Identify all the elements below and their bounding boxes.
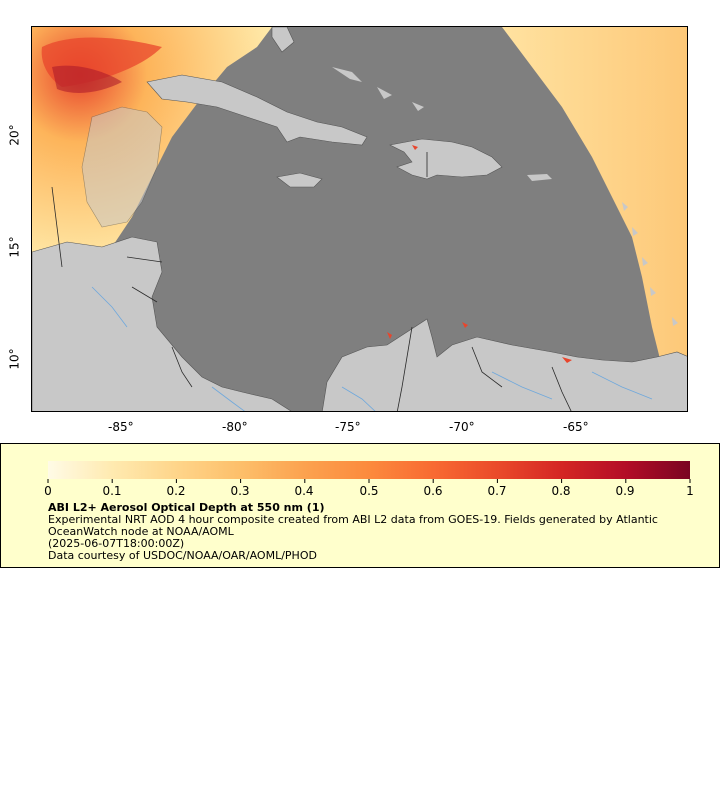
colorbar-tick-label-0.5: 0.5: [359, 484, 379, 498]
x-tick-label-minus75: -75°: [335, 420, 361, 434]
land-cuba: [146, 74, 368, 146]
land-puerto-rico: [527, 174, 552, 181]
colorbar: [47, 461, 691, 483]
aod-haze-hotspot-2: [52, 65, 122, 93]
land-lesser-antilles: [622, 202, 678, 326]
colorbar-ticks: [47, 479, 691, 483]
land-jamaica: [276, 172, 323, 188]
y-tick-label-20: 20°: [7, 124, 22, 146]
colorbar-tick-label-0: 0: [44, 484, 52, 498]
legend-title: ABI L2+ Aerosol Optical Depth at 550 nm …: [48, 501, 325, 514]
map-canvas: [32, 27, 687, 411]
colorbar-tick-label-0.4: 0.4: [294, 484, 314, 498]
aod-map: [31, 26, 688, 412]
x-tick-label-minus80: -80°: [222, 420, 248, 434]
legend-credit: Data courtesy of USDOC/NOAA/OAR/AOML/PHO…: [48, 549, 317, 562]
aod-haze-east: [502, 27, 687, 367]
legend-panel: 0 0.1 0.2 0.3 0.4 0.5 0.6 0.7 0.8 0.9 1 …: [0, 443, 720, 568]
colorbar-gradient: [48, 461, 690, 479]
country-borders: [51, 152, 572, 411]
land-bahamas: [332, 67, 424, 111]
colorbar-tick-label-0.2: 0.2: [166, 484, 186, 498]
colorbar-tick-label-1: 1: [686, 484, 694, 498]
legend-timestamp: (2025-06-07T18:00:00Z): [48, 537, 185, 550]
land-yucatan: [81, 106, 163, 228]
colorbar-tick-label-0.9: 0.9: [615, 484, 635, 498]
land-central-america: [32, 236, 292, 411]
land-south-america: [322, 318, 687, 411]
rivers: [91, 286, 653, 411]
land-hispaniola: [389, 138, 503, 180]
land-florida: [271, 27, 295, 53]
colorbar-tick-label-0.8: 0.8: [551, 484, 571, 498]
legend-description-line2: OceanWatch node at NOAA/AOML: [48, 525, 234, 538]
y-tick-label-10: 10°: [7, 348, 22, 370]
y-tick-label-15: 15°: [7, 236, 22, 258]
x-tick-label-minus85: -85°: [108, 420, 134, 434]
legend-description-line1: Experimental NRT AOD 4 hour composite cr…: [48, 513, 658, 526]
colorbar-tick-label-0.7: 0.7: [487, 484, 507, 498]
x-tick-label-minus70: -70°: [449, 420, 475, 434]
colorbar-tick-label-0.1: 0.1: [102, 484, 122, 498]
x-tick-label-minus65: -65°: [563, 420, 589, 434]
colorbar-tick-label-0.3: 0.3: [230, 484, 250, 498]
colorbar-tick-label-0.6: 0.6: [423, 484, 443, 498]
